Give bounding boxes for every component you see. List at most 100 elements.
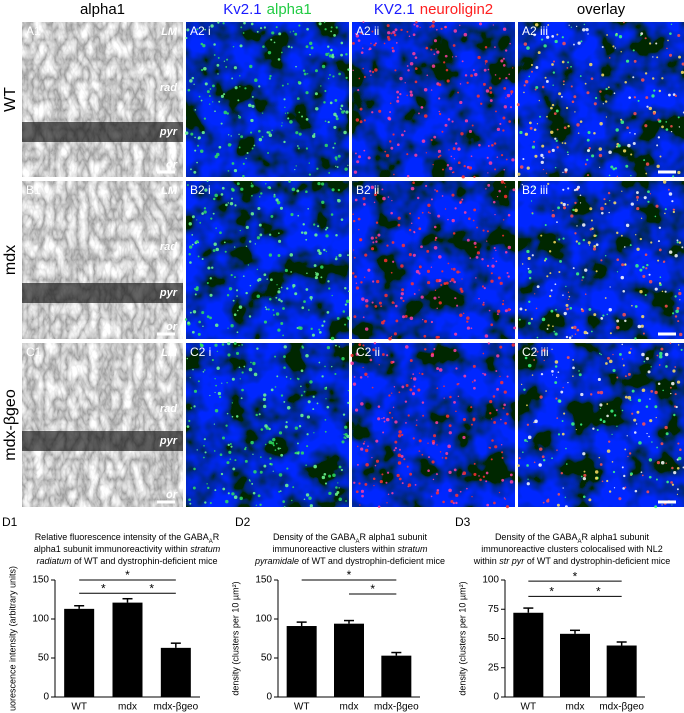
- puncta: [588, 498, 592, 502]
- puncta: [364, 372, 368, 376]
- puncta: [327, 280, 330, 283]
- puncta: [616, 325, 620, 330]
- puncta: [441, 457, 444, 459]
- puncta: [197, 144, 200, 147]
- puncta: [324, 143, 328, 148]
- puncta: [461, 175, 465, 179]
- puncta: [553, 240, 556, 244]
- puncta: [238, 305, 243, 309]
- puncta: [337, 154, 341, 158]
- puncta: [334, 372, 337, 376]
- puncta: [371, 111, 374, 114]
- puncta: [542, 458, 546, 462]
- puncta: [221, 436, 225, 440]
- puncta: [485, 188, 487, 190]
- puncta: [343, 130, 347, 135]
- puncta: [451, 193, 455, 197]
- puncta: [455, 501, 458, 505]
- puncta: [550, 309, 554, 313]
- puncta: [622, 149, 627, 153]
- puncta: [611, 433, 613, 435]
- puncta: [598, 153, 603, 158]
- puncta: [255, 413, 258, 417]
- puncta: [410, 186, 415, 191]
- puncta: [590, 77, 594, 80]
- puncta: [460, 132, 464, 136]
- puncta: [636, 247, 640, 251]
- puncta: [562, 41, 566, 46]
- puncta: [542, 348, 546, 352]
- puncta: [615, 145, 619, 148]
- puncta: [566, 307, 569, 311]
- puncta: [414, 483, 417, 486]
- puncta: [251, 104, 255, 108]
- puncta: [433, 246, 438, 250]
- puncta: [203, 66, 207, 71]
- puncta: [414, 56, 418, 59]
- puncta: [333, 125, 337, 129]
- puncta: [661, 504, 663, 506]
- puncta: [507, 213, 511, 217]
- puncta: [302, 69, 306, 72]
- puncta: [454, 142, 458, 145]
- puncta: [487, 68, 490, 71]
- puncta: [557, 433, 561, 436]
- y-tick-label: 0: [493, 692, 499, 703]
- puncta: [444, 456, 448, 460]
- puncta: [468, 166, 473, 170]
- puncta: [307, 400, 311, 404]
- puncta: [221, 186, 225, 190]
- puncta: [562, 202, 566, 207]
- puncta: [597, 391, 600, 395]
- puncta: [536, 123, 539, 125]
- puncta: [219, 231, 222, 235]
- puncta: [290, 46, 293, 49]
- puncta: [395, 319, 399, 323]
- puncta: [323, 472, 327, 476]
- puncta: [531, 212, 534, 215]
- puncta: [649, 42, 652, 45]
- puncta: [297, 214, 300, 217]
- puncta: [605, 362, 608, 365]
- puncta: [544, 224, 547, 227]
- puncta: [327, 77, 330, 80]
- puncta: [427, 211, 430, 214]
- puncta: [633, 418, 637, 422]
- puncta: [227, 143, 232, 147]
- puncta: [564, 505, 568, 509]
- puncta: [576, 328, 580, 332]
- puncta: [280, 286, 283, 289]
- puncta: [283, 140, 286, 144]
- puncta: [637, 324, 642, 329]
- puncta: [191, 76, 195, 80]
- puncta: [448, 149, 450, 151]
- puncta: [279, 490, 282, 492]
- puncta: [239, 85, 241, 88]
- puncta: [227, 327, 229, 329]
- puncta: [631, 389, 635, 393]
- puncta: [642, 265, 645, 269]
- puncta: [556, 146, 559, 149]
- puncta: [476, 94, 480, 98]
- y-tick-label: 50: [261, 653, 273, 664]
- puncta: [490, 323, 494, 327]
- puncta: [437, 155, 440, 158]
- puncta: [331, 53, 335, 56]
- puncta: [547, 324, 550, 327]
- puncta: [235, 351, 240, 355]
- puncta: [599, 166, 601, 168]
- puncta: [555, 139, 558, 142]
- puncta: [580, 40, 583, 43]
- micrograph: [352, 181, 515, 339]
- puncta: [542, 501, 545, 504]
- puncta: [354, 275, 357, 279]
- puncta: [414, 67, 418, 70]
- puncta: [305, 464, 307, 466]
- puncta: [613, 201, 617, 205]
- puncta: [590, 219, 593, 222]
- puncta: [410, 282, 414, 286]
- puncta: [392, 406, 395, 409]
- puncta: [630, 202, 634, 206]
- puncta: [335, 234, 338, 237]
- puncta: [513, 326, 517, 330]
